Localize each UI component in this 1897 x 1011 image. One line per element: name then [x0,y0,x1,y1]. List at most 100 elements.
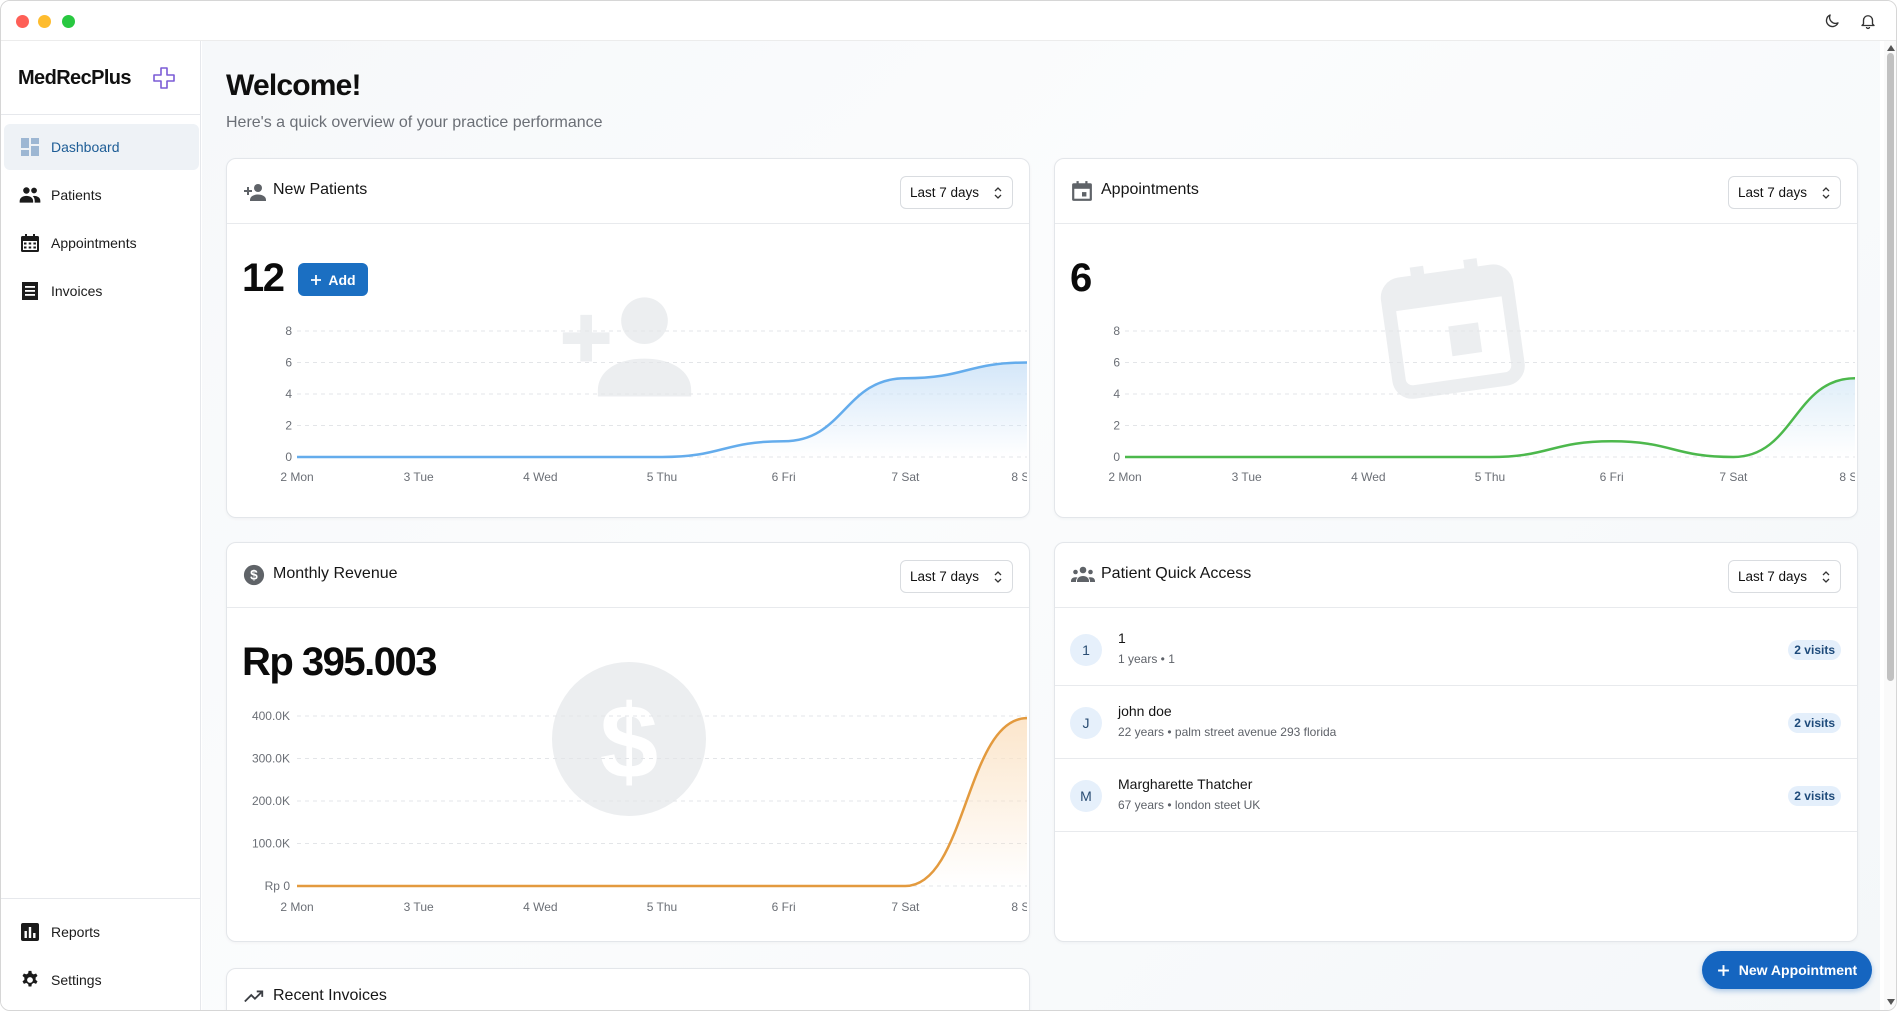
range-select[interactable]: Last 7 days [900,176,1013,209]
new-appointment-button[interactable]: New Appointment [1702,951,1872,989]
calendar-watermark-icon [1380,258,1525,399]
data-point [904,377,907,380]
patient-details: 1 years • 1 [1118,652,1175,666]
y-tick-label: 8 [285,324,292,338]
notifications-bell-icon[interactable] [1859,12,1877,30]
range-select-value: Last 7 days [910,185,980,200]
maximize-window-button[interactable] [62,15,75,28]
patient-name: 1 [1118,630,1126,646]
sidebar-item-dashboard[interactable]: Dashboard [4,124,199,170]
minimize-window-button[interactable] [38,15,51,28]
card-title: Recent Invoices [273,987,387,1004]
range-select[interactable]: Last 7 days [900,560,1013,593]
x-tick-label: 2 Mon [280,470,313,484]
series-area [297,718,1027,886]
close-window-button[interactable] [16,15,29,28]
scrollbar-thumb[interactable] [1887,53,1894,681]
chevron-updown-icon [1822,571,1830,583]
brand-logo-text: MedRecPlus [18,67,132,89]
series-line [297,361,1027,459]
dollar-circle-icon: $ [243,564,267,588]
sidebar-divider [1,898,201,899]
range-select-value: Last 7 days [910,569,980,584]
sidebar-item-invoices[interactable]: Invoices [4,268,199,314]
y-tick-label: Rp 0 [265,879,291,893]
avatar: 1 [1070,634,1102,666]
patient-list-item[interactable]: 1 1 1 years • 1 2 visits [1055,613,1857,686]
svg-text:$: $ [600,684,658,801]
x-tick-label: 6 Fri [772,900,796,914]
data-point [1489,456,1492,459]
series-area [1125,378,1855,457]
data-point [1732,456,1735,459]
monthly-revenue-card: $ Monthly Revenue Last 7 days $ [226,542,1030,942]
people-icon [19,184,41,206]
patient-name: john doe [1118,703,1172,719]
y-tick-label: 200.0K [252,794,290,808]
x-tick-label: 2 Mon [1108,470,1141,484]
data-point [782,885,785,888]
patient-list-item[interactable]: J john doe 22 years • palm street avenue… [1055,686,1857,759]
visits-badge: 2 visits [1788,713,1841,733]
y-tick-label: 2 [1113,419,1120,433]
calendar-icon [1071,180,1095,204]
visits-badge: 2 visits [1788,786,1841,806]
sidebar-item-label: Appointments [51,235,137,251]
range-select[interactable]: Last 7 days [1728,560,1841,593]
x-tick-label: 4 Wed [523,900,557,914]
data-point [904,885,907,888]
patient-list-item[interactable]: M Margharette Thatcher 67 years • london… [1055,759,1857,832]
x-tick-label: 4 Wed [1351,470,1385,484]
new-patients-chart: 0 2 4 6 8 2 Mon 3 Tue 4 Wed 5 Thu 6 Fri 7 Sat 8 Sun [280,324,1027,484]
x-tick-label: 2 Mon [280,900,313,914]
person-add-icon [243,180,267,204]
x-tick-label: 4 Wed [523,470,557,484]
person-add-watermark-icon [562,297,692,397]
range-select[interactable]: Last 7 days [1728,176,1841,209]
data-point [782,440,785,443]
chevron-updown-icon [994,187,1002,199]
series-line [1125,377,1855,459]
x-tick-label: 3 Tue [404,470,434,484]
series-line [297,716,1027,888]
x-tick-label: 3 Tue [1232,470,1262,484]
sidebar-item-settings[interactable]: Settings [4,957,199,1003]
sidebar-item-label: Settings [51,972,102,988]
patient-details: 22 years • palm street avenue 293 florid… [1118,725,1337,739]
y-tick-label: 400.0K [252,709,290,723]
sidebar-item-label: Reports [51,924,101,940]
calendar-icon [19,232,41,254]
appointments-chart: 0 2 4 6 8 2 Mon 3 Tue 4 Wed 5 Thu 6 Fri 7 Sat 8 Sun [1108,324,1855,484]
scroll-up-arrow-icon[interactable] [1887,45,1895,51]
data-point [539,456,542,459]
dark-mode-toggle-icon[interactable] [1823,12,1841,30]
y-tick-label: 0 [1113,450,1120,464]
avatar: J [1070,707,1102,739]
patient-details: 67 years • london steet UK [1118,798,1261,812]
sidebar-item-appointments[interactable]: Appointments [4,220,199,266]
y-tick-label: 2 [285,419,292,433]
card-title: Patient Quick Access [1101,565,1252,582]
add-patient-button[interactable]: Add [298,263,368,296]
dollar-watermark-icon: $ [552,662,706,816]
x-tick-label: 8 Sun [1011,900,1027,914]
avatar: M [1070,780,1102,812]
data-point [417,456,420,459]
y-tick-label: 6 [1113,356,1120,370]
x-tick-label: 7 Sat [891,900,920,914]
bar-chart-icon [19,921,41,943]
recent-invoices-card: Recent Invoices [226,968,1030,1010]
range-select-value: Last 7 days [1738,185,1808,200]
range-select-value: Last 7 days [1738,569,1808,584]
sidebar-item-reports[interactable]: Reports [4,909,199,955]
dashboard-icon [19,136,41,158]
data-point [1245,456,1248,459]
y-tick-label: 0 [285,450,292,464]
visits-badge: 2 visits [1788,640,1841,660]
sidebar-item-patients[interactable]: Patients [4,172,199,218]
svg-text:$: $ [250,568,258,583]
x-tick-label: 7 Sat [891,470,920,484]
y-tick-label: 100.0K [252,837,290,851]
chevron-updown-icon [994,571,1002,583]
scroll-down-arrow-icon[interactable] [1887,999,1895,1005]
